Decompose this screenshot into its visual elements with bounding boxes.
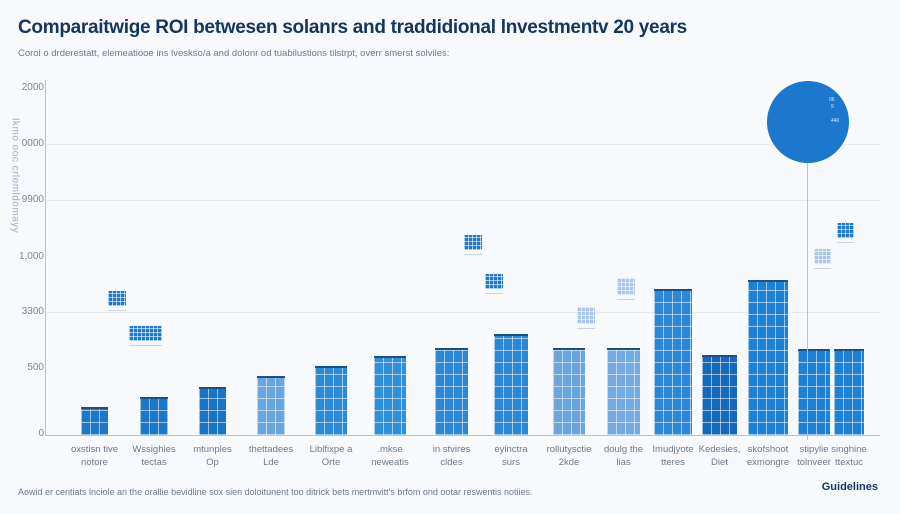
y-tick-label: 9900 (21, 194, 44, 205)
chart-subtitle: Corol o drderestatt, elemeatiooe ins lve… (18, 48, 450, 59)
bar (374, 356, 406, 435)
bar (315, 365, 347, 435)
y-tick-label: 3300 (21, 306, 44, 317)
solar-panel-icon (617, 278, 635, 300)
bar (494, 333, 528, 435)
bar (257, 375, 285, 435)
solar-panel-icon (577, 307, 595, 329)
x-tick-label: Liblfixpe a Orte (309, 444, 353, 468)
x-tick-label: doulg the lias (603, 444, 644, 468)
bar (834, 348, 864, 435)
x-tick-label: Wssighies tectas (132, 444, 176, 468)
gridline (46, 200, 880, 201)
x-tick-label: singhine ttextuc (831, 444, 867, 468)
bar (798, 348, 830, 435)
footnote: Aowid er centiats lnciole an the orallie… (18, 487, 533, 497)
x-axis-line (45, 435, 880, 436)
bar (748, 280, 788, 435)
gridline (46, 144, 880, 145)
x-tick-label: rollutysctie 2kde (546, 444, 592, 468)
x-tick-label: skofshoot exmongre (746, 444, 790, 468)
bar (654, 288, 692, 435)
y-tick-label: 2000 (21, 82, 44, 93)
x-tick-label: thettadees Lde (248, 444, 294, 468)
x-tick-label: oxstisn tive notore (71, 444, 118, 468)
bar (199, 387, 226, 435)
annotation-circle: 06 9 440 (767, 81, 849, 163)
x-tick-label: in stvires cldes (432, 444, 471, 468)
bar (702, 355, 737, 435)
annotation-text: 9 (831, 104, 834, 110)
annotation-text: 06 (829, 97, 835, 103)
y-axis-line (45, 80, 46, 436)
y-tick-label: 1,000 (18, 251, 44, 262)
solar-panel-icon (814, 249, 831, 269)
gridline (46, 312, 880, 313)
annotation-text: 440 (831, 118, 840, 124)
y-tick-label: 500 (27, 362, 44, 373)
chart-title: Comparaitwige ROI betwesen solanrs and t… (18, 17, 687, 38)
y-tick-label: 0 (38, 428, 44, 439)
solar-panel-icon (108, 291, 126, 311)
bar (607, 347, 640, 435)
solar-panel-icon (837, 223, 854, 243)
solar-panel-icon (485, 274, 503, 294)
x-tick-label: eyinctra surs (494, 444, 528, 468)
x-tick-label: .mkse neweatis (371, 444, 409, 468)
guidelines-link[interactable]: Guidelines (821, 481, 878, 493)
solar-panel-icon (129, 326, 162, 346)
bar (81, 406, 108, 435)
y-tick-label: 0000 (21, 138, 44, 149)
x-tick-label: stipylie tolnveer (797, 444, 831, 468)
bar (140, 397, 168, 435)
bar (435, 347, 468, 435)
annotation-leader-line (807, 160, 808, 440)
bar (553, 347, 585, 435)
solar-panel-icon (464, 235, 482, 255)
x-tick-label: mtunples Op (193, 444, 232, 468)
x-tick-label: Imudjyote tteres (652, 444, 694, 468)
x-tick-label: Kedesies, Diet (698, 444, 741, 468)
